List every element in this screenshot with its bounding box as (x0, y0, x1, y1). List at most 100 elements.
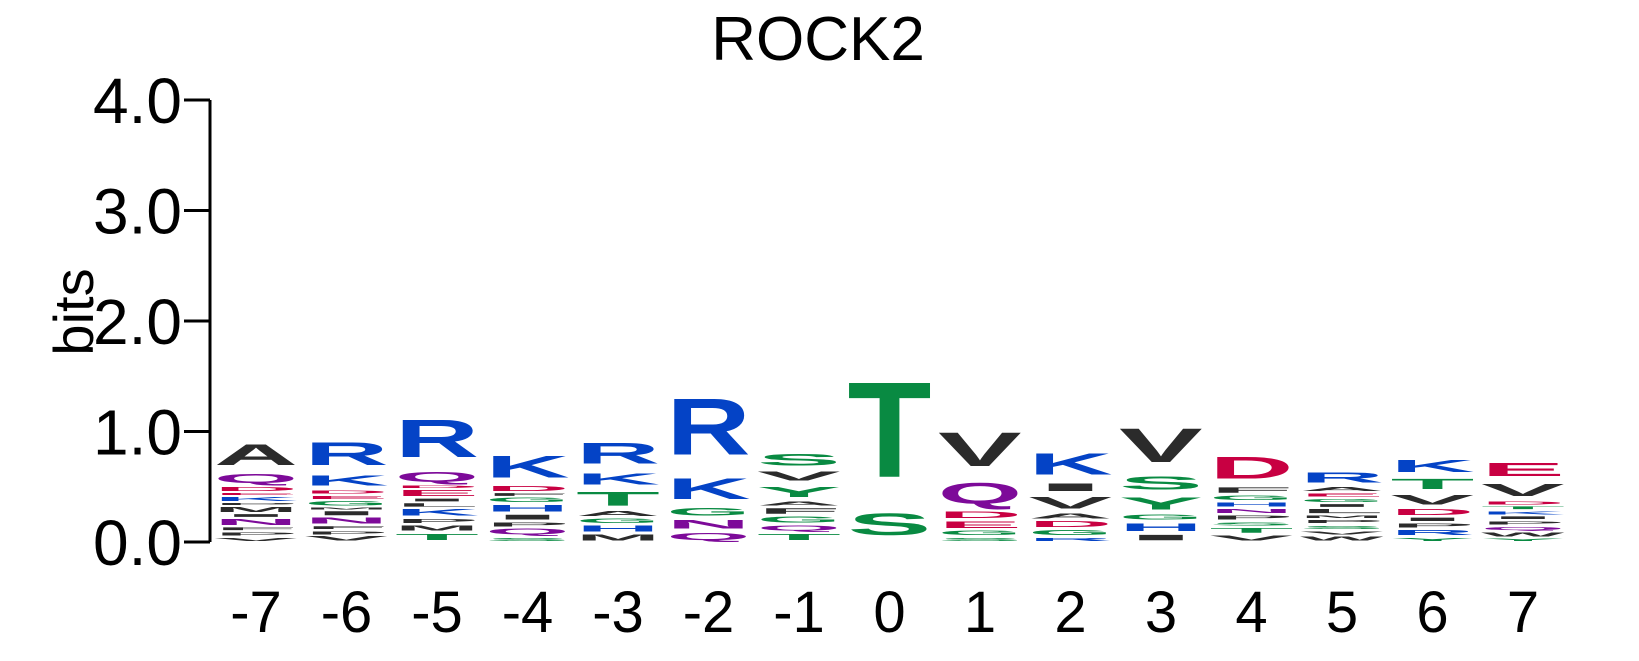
logo-letter: I (1391, 517, 1475, 522)
logo-letter: Y (1391, 536, 1475, 542)
logo-letter: V (1391, 492, 1475, 507)
logo-letter: F (486, 492, 570, 496)
logo-letter: P (395, 518, 479, 525)
logo-letter: R (305, 436, 389, 472)
logo-letter: K (214, 496, 298, 503)
logo-letter: N (214, 518, 298, 527)
y-axis: 0.0 1.0 2.0 3.0 4.0 (93, 65, 212, 579)
logo-letter: D (214, 486, 298, 493)
logo-letter: Q (757, 524, 841, 532)
logo-letter: V (214, 536, 298, 542)
logo-letter: S (1210, 521, 1294, 527)
logo-letter: R (1391, 529, 1475, 537)
logo-letter: H (1119, 521, 1203, 533)
logo-letter: Q (1481, 525, 1565, 530)
logo-letter: M (576, 533, 660, 542)
x-tick-label: -7 (230, 580, 282, 645)
logo-letter: P (1300, 519, 1384, 525)
x-tick-label: 1 (964, 580, 996, 645)
logo-letter: D (305, 489, 389, 495)
logo-letter: I (395, 498, 479, 502)
logo-letter: G (486, 497, 570, 504)
logo-letter: D (486, 485, 570, 493)
logo-letter: D (1210, 451, 1294, 486)
logo-letter: N (667, 518, 751, 531)
logo-letter: E (395, 489, 479, 498)
logo-letter: F (214, 527, 298, 531)
logo-letter: F (757, 507, 841, 516)
logo-letter: S (938, 536, 1022, 542)
logo-letter: V (1029, 493, 1113, 512)
logo-letter: I (1300, 503, 1384, 507)
logo-letter: V (1481, 480, 1565, 500)
logo-letter: R (576, 437, 660, 470)
y-tick-label: 1.0 (93, 397, 182, 469)
logo-letter: M (1300, 514, 1384, 518)
logo-letter: Q (938, 477, 1022, 510)
x-tick-label: -5 (411, 580, 463, 645)
x-tick-label: 2 (1054, 580, 1086, 645)
logo-letter: V (938, 423, 1022, 477)
logo-letter: S (486, 536, 570, 542)
logo-letter: E (1481, 459, 1565, 480)
logo-letter: D (1391, 508, 1475, 517)
logo-letter: S (1119, 473, 1203, 494)
logo-letter: E (1300, 492, 1384, 498)
logo-letter: I (486, 513, 570, 521)
logo-stacks: VPFNIMPKEDQAVPFNIMGEDKRTMPKLIEDQRSQPIHGF… (214, 353, 1566, 542)
logo-letter: W (1300, 535, 1385, 542)
logo-letter: Y (1119, 494, 1203, 514)
x-tick-label: -6 (321, 580, 373, 645)
logo-letter: I (1481, 515, 1565, 519)
y-axis-label: bits (42, 268, 105, 355)
logo-letter: K (486, 449, 570, 484)
x-tick-label: -1 (773, 580, 825, 645)
logo-letter: H (576, 524, 660, 533)
logo-letter: Y (757, 483, 841, 500)
logo-letter: P (214, 531, 298, 537)
logo-letter: A (1300, 486, 1384, 493)
logo-letter: R (395, 409, 479, 469)
logo-letter: A (214, 438, 298, 471)
logo-letter: Q (486, 528, 570, 537)
logo-letter: Q (667, 531, 751, 542)
x-tick-label: 0 (873, 580, 905, 645)
logo-letter: D (395, 485, 479, 489)
logo-letter: R (667, 382, 751, 472)
logo-letter: T (848, 353, 932, 505)
logo-letter: E (938, 520, 1022, 530)
y-tick-label: 2.0 (93, 286, 182, 358)
logo-letter: G (1210, 495, 1294, 502)
logo-letter: L (1300, 508, 1384, 515)
logo-letter: G (1029, 529, 1113, 537)
logo-letter: H (1210, 501, 1294, 508)
x-tick-label: 5 (1326, 580, 1358, 645)
logo-letter: R (1029, 536, 1113, 542)
logo-letter: I (305, 510, 389, 517)
logo-letter: F (305, 525, 389, 529)
logo-letter: K (1481, 510, 1565, 516)
logo-letter: M (395, 524, 479, 532)
y-tick-label: 3.0 (93, 176, 182, 248)
x-axis: -7 -6 -5 -4 -3 -2 -1 0 1 2 3 4 5 6 7 (230, 580, 1539, 645)
logo-letter: S (848, 507, 932, 542)
logo-letter: K (395, 508, 479, 518)
logo-letter: V (1210, 534, 1294, 542)
x-tick-label: 7 (1507, 580, 1539, 645)
logo-letter: W (1481, 531, 1566, 538)
y-tick-label: 0.0 (93, 507, 182, 579)
logo-letter: V (757, 469, 841, 483)
x-tick-label: -3 (592, 580, 644, 645)
logo-letter: G (757, 516, 841, 525)
logo-letter: G (576, 518, 660, 525)
